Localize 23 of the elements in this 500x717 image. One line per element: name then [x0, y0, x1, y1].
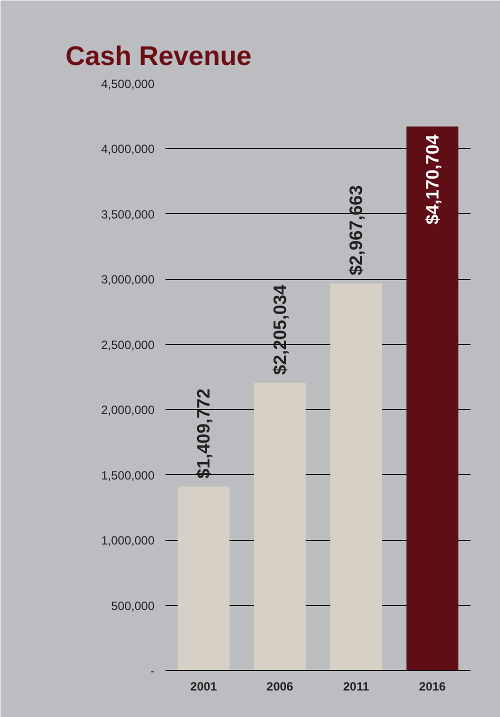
- y-tick-label: 4,000,000: [101, 142, 155, 156]
- y-tick-label: 1,000,000: [101, 534, 155, 548]
- data-label: $1,409,772: [194, 388, 214, 479]
- bar: [406, 126, 458, 670]
- y-tick-label: 2,500,000: [101, 338, 155, 352]
- y-tick-label: 3,000,000: [101, 272, 155, 287]
- y-tick-label: 1,500,000: [101, 468, 155, 482]
- y-tick-label: -: [150, 664, 155, 678]
- x-tick-label: 2006: [266, 680, 294, 694]
- y-tick-label: 500,000: [111, 598, 155, 613]
- data-label: $2,967,663: [346, 185, 366, 276]
- bar: [330, 283, 382, 670]
- y-tick-label: 2,000,000: [101, 403, 155, 418]
- x-tick-label: 2011: [343, 680, 370, 694]
- bar: [178, 486, 230, 670]
- x-tick-label: 2016: [419, 680, 446, 694]
- x-tick-label: 2001: [190, 680, 218, 694]
- data-label: $4,170,704: [422, 134, 442, 225]
- y-tick-label: 3,500,000: [101, 207, 155, 222]
- bar: [254, 382, 306, 670]
- y-tick-label: 4,500,000: [101, 77, 155, 91]
- data-label: $2,205,034: [270, 284, 290, 375]
- chart-title: Cash Revenue: [66, 41, 252, 71]
